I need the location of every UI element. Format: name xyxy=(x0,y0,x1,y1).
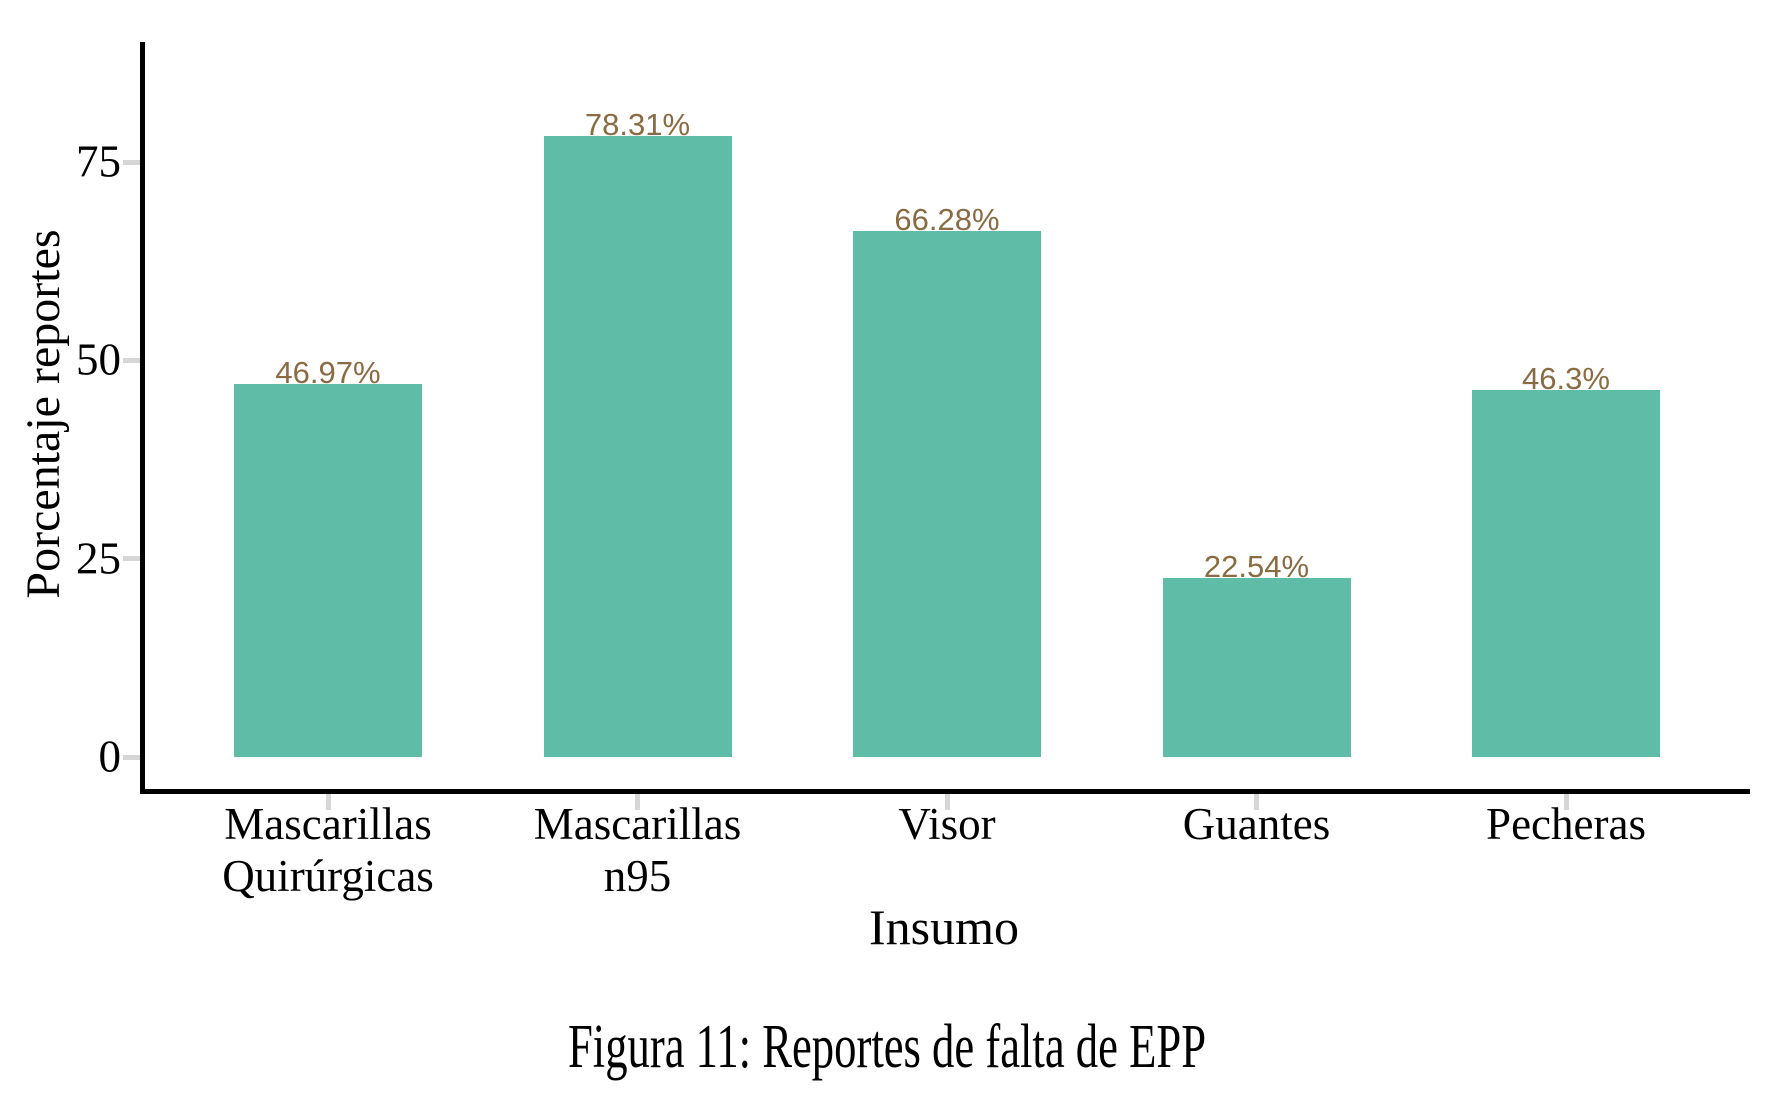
x-category-label-line: Guantes xyxy=(1182,799,1331,849)
y-tick-mark xyxy=(123,357,140,363)
x-category-label-line: Mascarillas xyxy=(533,799,742,849)
x-tick-mark-mascarillas-quirurgicas xyxy=(325,794,331,810)
bar-value-label-mascarillas-quirurgicas: 46.97% xyxy=(275,355,381,391)
x-category-label-guantes: Guantes xyxy=(1183,798,1330,850)
x-category-label-line: Pecheras xyxy=(1486,799,1646,849)
y-tick-mark xyxy=(123,754,140,760)
x-category-label-pecheras: Pecheras xyxy=(1486,798,1646,850)
x-category-label-visor: Visor xyxy=(898,798,995,850)
bar-value-label-visor: 66.28% xyxy=(894,202,1000,238)
x-category-label-line: Quirúrgicas xyxy=(222,851,434,901)
bar-value-label-mascarillas-n95: 78.31% xyxy=(584,106,691,142)
y-tick-mark xyxy=(123,159,140,165)
x-axis-line xyxy=(140,789,1750,794)
x-category-label-mascarillas-n95: Mascarillas n95 xyxy=(534,798,741,902)
x-tick-mark-visor xyxy=(944,794,950,810)
x-tick-mark-pecheras xyxy=(1563,794,1569,810)
x-category-label-line: Mascarillas xyxy=(224,799,432,849)
bar-pecheras xyxy=(1472,389,1660,757)
x-tick-mark-guantes xyxy=(1254,794,1259,810)
y-tick-label: 50 xyxy=(76,334,121,385)
y-axis-line xyxy=(140,42,145,794)
bar-mascarillas-n95 xyxy=(543,135,732,757)
x-tick-mark-mascarillas-n95 xyxy=(635,794,640,810)
x-category-label-mascarillas-quirurgicas: Mascarillas Quirúrgicas xyxy=(222,798,434,902)
bar-visor xyxy=(853,231,1041,757)
y-tick-label: 0 xyxy=(98,731,122,782)
y-tick-label: 75 xyxy=(76,136,121,187)
y-axis-title: Porcentaje reportes xyxy=(17,229,70,599)
figure-caption: Figura 11: Reportes de falta de EPP xyxy=(567,1013,1207,1081)
x-axis-title: Insumo xyxy=(869,899,1019,955)
bar-value-label-pecheras: 46.3% xyxy=(1522,360,1610,396)
y-tick-mark xyxy=(123,556,140,562)
x-category-label-line: Visor xyxy=(898,799,996,849)
bar-guantes xyxy=(1162,578,1351,757)
bar-value-label-guantes: 22.54% xyxy=(1203,549,1310,585)
x-category-label-line: n95 xyxy=(603,851,672,901)
y-tick-label: 25 xyxy=(76,533,121,584)
bar-mascarillas-quirurgicas xyxy=(234,384,422,757)
